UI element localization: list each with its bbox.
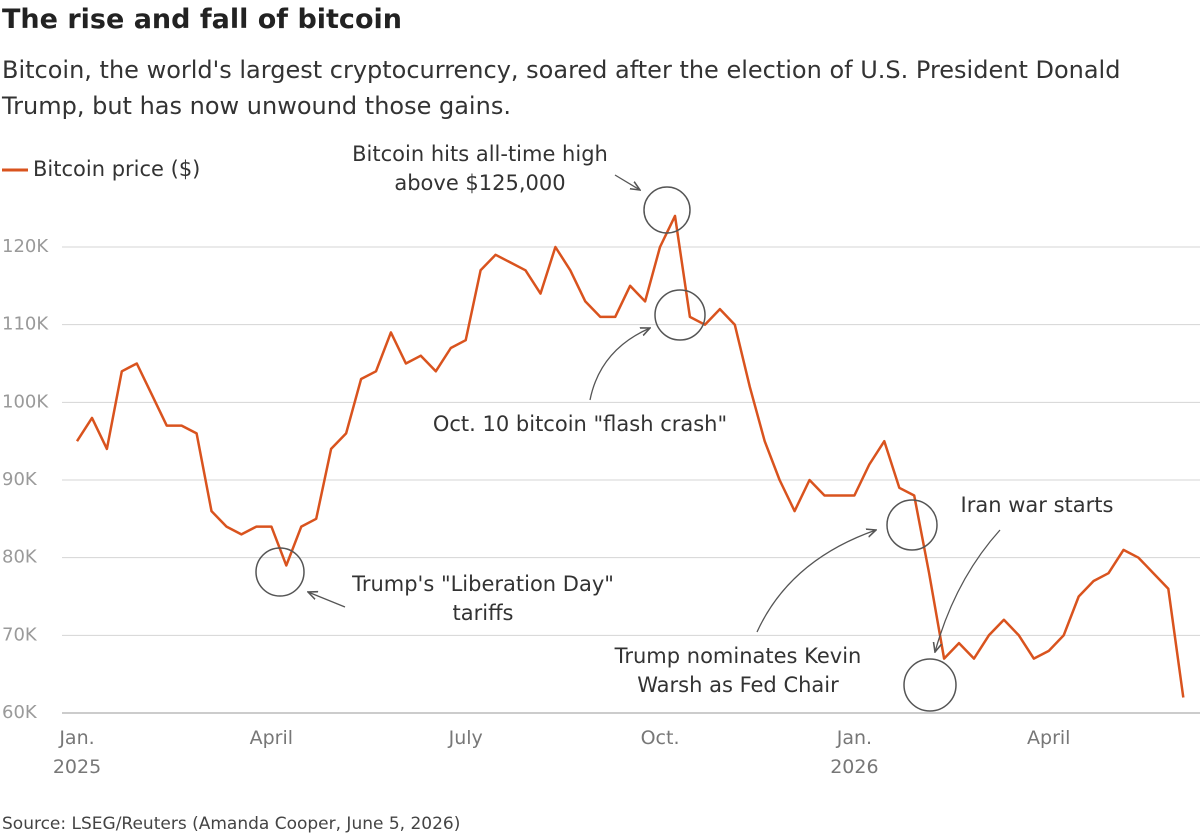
- highlight-circle: [654, 289, 706, 341]
- price-line: [75, 214, 1185, 698]
- source-note: Source: LSEG/Reuters (Amanda Cooper, Jun…: [2, 814, 461, 834]
- x-tick-label: July: [448, 727, 483, 749]
- y-tick-label: 80K: [2, 547, 38, 568]
- y-tick-label: 120K: [2, 236, 49, 257]
- highlight-circle: [886, 499, 938, 551]
- legend-label: Bitcoin price ($): [33, 157, 200, 181]
- annotation: Trump's "Liberation Day": [351, 572, 614, 596]
- annotation: tariffs: [453, 601, 514, 625]
- x-tick-label: Jan. 2026: [830, 727, 878, 778]
- y-tick-label: 100K: [2, 391, 49, 412]
- annotation-arrow: [935, 529, 1001, 652]
- annotation: above $125,000: [394, 171, 565, 195]
- chart-subtitle: Bitcoin, the world's largest cryptocurre…: [2, 56, 1121, 120]
- highlight-circle: [643, 186, 691, 234]
- y-tick-label: 110K: [2, 314, 49, 335]
- y-tick-label: 90K: [2, 469, 38, 490]
- chart-title: The rise and fall of bitcoin: [2, 4, 402, 35]
- highlight-circle: [903, 658, 957, 712]
- x-tick-label: Jan. 2025: [53, 727, 101, 778]
- annotation: Warsh as Fed Chair: [637, 673, 839, 697]
- annotation: Bitcoin hits all-time high: [352, 142, 608, 166]
- annotation-arrow: [308, 592, 346, 608]
- annotation: Iran war starts: [961, 493, 1114, 517]
- annotation: Oct. 10 bitcoin "flash crash": [433, 412, 727, 436]
- annotation-arrow: [589, 328, 650, 401]
- y-tick-label: 70K: [2, 624, 38, 645]
- annotation: Trump nominates Kevin: [614, 644, 862, 668]
- chart: 60K 70K 80K 90K 100K 110K 120K Jan. 2025 April Jul…: [2, 142, 1200, 778]
- x-tick-label: April: [1027, 727, 1070, 749]
- annotation-arrow: [756, 530, 876, 633]
- annotation-arrow: [614, 174, 640, 190]
- highlight-circle: [255, 547, 305, 597]
- y-tick-label: 60K: [2, 702, 38, 723]
- x-tick-label: Oct.: [641, 727, 680, 749]
- x-tick-label: April: [250, 727, 293, 749]
